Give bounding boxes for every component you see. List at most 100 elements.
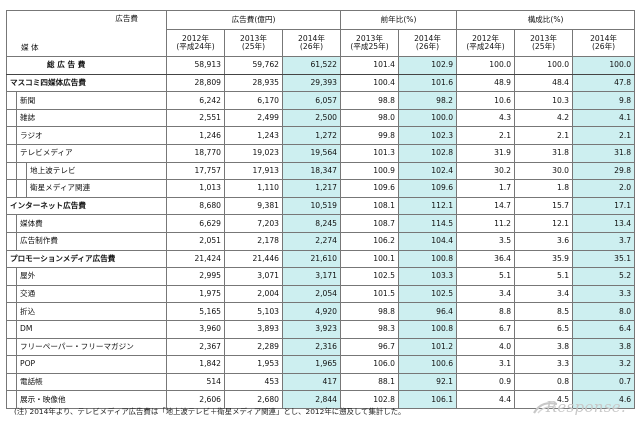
table-row: 雑誌 2,551 2,499 2,500 98.0 100.0 4.3 4.2 4.1 xyxy=(6,108,636,128)
indent-cell xyxy=(6,91,17,110)
group-header-yoy: 前年比(%) xyxy=(340,10,458,30)
table-row: 総 広 告 費 58,913 59,762 61,522 101.4 102.9 100.0… xyxy=(5,56,636,75)
value-cell: 4.1 xyxy=(572,108,636,128)
indent-cell xyxy=(6,267,17,286)
subcol-header: 2012年 (平成24年) xyxy=(456,29,516,57)
value-cell: 100.4 xyxy=(340,73,400,93)
value-cell: 6,170 xyxy=(224,91,284,110)
row-label-subcategory: フリーペーパー・フリーマガジン xyxy=(15,337,168,357)
value-cell: 112.1 xyxy=(398,196,458,216)
value-cell: 10,519 xyxy=(282,196,342,216)
table-row: POP 1,842 1,953 1,965 106.0 100.6 3.1 3.3 3.2 xyxy=(6,355,636,374)
value-cell: 98.2 xyxy=(398,91,458,110)
value-cell: 11.2 xyxy=(456,214,516,233)
value-cell: 3.5 xyxy=(456,231,516,251)
value-cell: 17.1 xyxy=(572,196,636,216)
value-cell: 2,500 xyxy=(282,108,342,128)
value-cell: 102.8 xyxy=(340,390,400,409)
value-cell: 102.9 xyxy=(398,56,458,75)
table-row: 電話帳 514 453 417 88.1 92.1 0.9 0.8 0.7 xyxy=(6,372,636,392)
value-cell: 3.2 xyxy=(572,355,636,374)
row-label-sub-subcategory: 衛星メディア関連 xyxy=(25,179,168,198)
swoosh-icon xyxy=(533,402,558,414)
table-row: 折込 5,165 5,103 4,920 98.8 96.4 8.8 8.5 8.0 xyxy=(6,302,636,321)
value-cell: 4.4 xyxy=(456,390,516,409)
value-cell: 106.0 xyxy=(340,355,400,374)
value-cell: 100.0 xyxy=(572,56,636,75)
value-cell: 36.4 xyxy=(456,249,516,269)
value-cell: 3.1 xyxy=(456,355,516,374)
value-cell: 100.9 xyxy=(340,161,400,181)
value-cell: 108.1 xyxy=(340,196,400,216)
row-label-subcategory: 新聞 xyxy=(15,91,168,110)
row-label-subcategory: ラジオ xyxy=(15,126,168,145)
value-cell: 48.9 xyxy=(456,73,516,93)
value-cell: 18,770 xyxy=(166,143,226,163)
indent-cell xyxy=(6,337,17,357)
value-cell: 28,935 xyxy=(224,73,284,93)
response-logo: Response. xyxy=(530,397,630,419)
value-cell: 17,913 xyxy=(224,161,284,181)
value-cell: 100.1 xyxy=(340,249,400,269)
subcol-header: 2013年 (25年) xyxy=(224,29,284,57)
value-cell: 48.4 xyxy=(514,73,574,93)
indent-cell xyxy=(16,179,27,198)
value-cell: 6.4 xyxy=(572,319,636,339)
value-cell: 10.3 xyxy=(514,91,574,110)
indent-cell xyxy=(6,108,17,128)
value-cell: 2,004 xyxy=(224,284,284,304)
value-cell: 35.9 xyxy=(514,249,574,269)
row-label-subcategory: 展示・映像他 xyxy=(15,390,168,409)
value-cell: 106.1 xyxy=(398,390,458,409)
value-cell: 4.0 xyxy=(456,337,516,357)
row-label-subcategory: 媒体費 xyxy=(15,214,168,233)
value-cell: 1,110 xyxy=(224,179,284,198)
value-cell: 2,289 xyxy=(224,337,284,357)
value-cell: 3,960 xyxy=(166,319,226,339)
value-cell: 106.2 xyxy=(340,231,400,251)
value-cell: 2,499 xyxy=(224,108,284,128)
value-cell: 15.7 xyxy=(514,196,574,216)
value-cell: 3,171 xyxy=(282,267,342,286)
value-cell: 98.0 xyxy=(340,108,400,128)
footnote: (注) 2014年より、テレビメディア広告費は「地上波テレビ＋衛星メディア関連」… xyxy=(14,407,406,416)
value-cell: 17,757 xyxy=(166,161,226,181)
row-label-category: プロモーションメディア広告費 xyxy=(5,249,168,269)
value-cell: 98.8 xyxy=(340,91,400,110)
value-cell: 2,995 xyxy=(166,267,226,286)
value-cell: 3.8 xyxy=(572,337,636,357)
value-cell: 114.5 xyxy=(398,214,458,233)
value-cell: 9,381 xyxy=(224,196,284,216)
value-cell: 8.5 xyxy=(514,302,574,321)
value-cell: 2,316 xyxy=(282,337,342,357)
value-cell: 100.8 xyxy=(398,319,458,339)
value-cell: 8,680 xyxy=(166,196,226,216)
indent-cell xyxy=(6,284,17,304)
value-cell: 21,424 xyxy=(166,249,226,269)
subcol-header-highlight: 2014年 (26年) xyxy=(398,29,458,57)
table-row: DM 3,960 3,893 3,923 98.3 100.8 6.7 6.5 6.4 xyxy=(6,319,636,339)
logo-text: Response. xyxy=(545,398,626,416)
table-row: インターネット広告費 8,680 9,381 10,519 108.1 112.1 14.7… xyxy=(5,196,636,216)
value-cell: 7,203 xyxy=(224,214,284,233)
value-cell: 2,054 xyxy=(282,284,342,304)
value-cell: 2,551 xyxy=(166,108,226,128)
value-cell: 2,274 xyxy=(282,231,342,251)
value-cell: 514 xyxy=(166,372,226,392)
value-cell: 35.1 xyxy=(572,249,636,269)
table-row: テレビメディア 18,770 19,023 19,564 101.3 102.8 31.9 3… xyxy=(6,143,636,163)
value-cell: 5.2 xyxy=(572,267,636,286)
indent-cell xyxy=(6,143,17,163)
table-row: ラジオ 1,246 1,243 1,272 99.8 102.3 2.1 2.1 2.1 xyxy=(6,126,636,145)
row-label-category: インターネット広告費 xyxy=(5,196,168,216)
value-cell: 59,762 xyxy=(224,56,284,75)
value-cell: 3.8 xyxy=(514,337,574,357)
value-cell: 102.8 xyxy=(398,143,458,163)
corner-label-media: 媒 体 xyxy=(21,43,39,53)
value-cell: 100.6 xyxy=(398,355,458,374)
value-cell: 3,071 xyxy=(224,267,284,286)
table-row: 交通 1,975 2,004 2,054 101.5 102.5 3.4 3.4 3.3 xyxy=(6,284,636,304)
value-cell: 3.4 xyxy=(456,284,516,304)
table-row: マスコミ四媒体広告費 28,809 28,935 29,393 100.4 101.6 48… xyxy=(5,73,636,93)
value-cell: 3,893 xyxy=(224,319,284,339)
